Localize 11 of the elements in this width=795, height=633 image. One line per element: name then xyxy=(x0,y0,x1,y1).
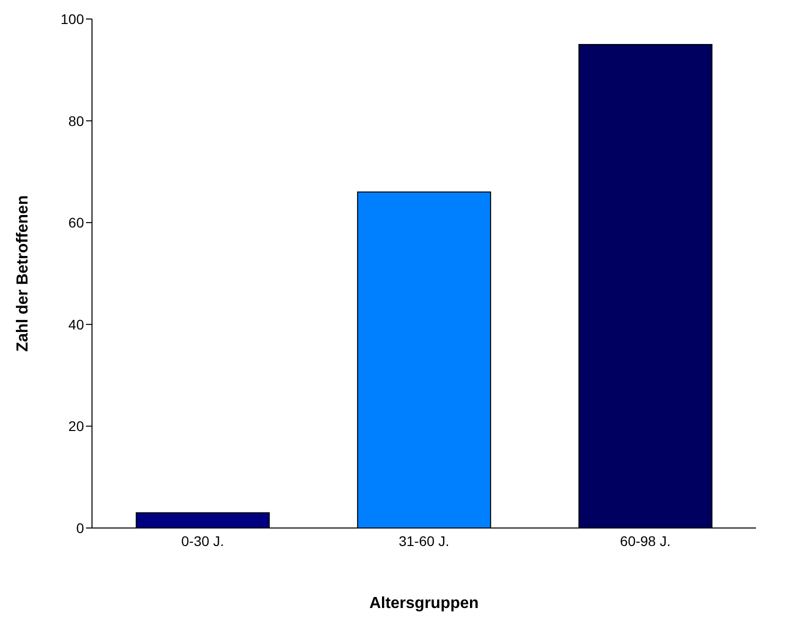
x-tick-label: 60-98 J. xyxy=(620,532,671,549)
y-tick-label: 80 xyxy=(68,112,84,129)
x-tick-label: 0-30 J. xyxy=(181,532,224,549)
x-tick-label: 31-60 J. xyxy=(398,532,450,549)
y-tick-label: 60 xyxy=(68,214,84,231)
y-tick-label: 20 xyxy=(68,418,84,434)
y-axis-title: Zahl der Betroffenen xyxy=(14,195,32,352)
y-tick-label: 40 xyxy=(68,316,84,332)
y-tick-label: 100 xyxy=(60,10,84,27)
y-tick-label: 0 xyxy=(76,520,84,536)
x-axis-title: Altersgruppen xyxy=(369,595,479,612)
